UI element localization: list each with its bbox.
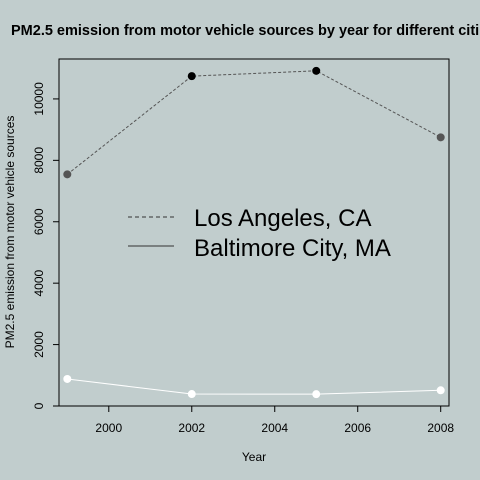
- data-point-baltimore-city-ma-2008: [436, 386, 445, 395]
- y-tick-label-6000: 6000: [32, 208, 46, 235]
- y-tick-label-8000: 8000: [32, 147, 46, 174]
- plot-frame: [58, 58, 450, 407]
- x-axis: 2000 2002 2004 2006 2008: [95, 406, 454, 435]
- data-point-los-angeles-ca-1999: [63, 170, 72, 179]
- y-tick-label-0: 0: [32, 402, 46, 409]
- x-tick-label-2002: 2002: [178, 421, 205, 435]
- chart-title: PM2.5 emission from motor vehicle source…: [11, 23, 479, 39]
- y-tick-label-2000: 2000: [32, 331, 46, 358]
- data-point-los-angeles-ca-2008: [436, 133, 445, 142]
- legend: Los Angeles, CA Baltimore City, MA: [128, 205, 391, 262]
- series-line-los-angeles-ca: [66, 70, 441, 175]
- y-tick-label-4000: 4000: [32, 269, 46, 296]
- series-layer: [63, 66, 445, 399]
- x-tick-label-2006: 2006: [344, 421, 371, 435]
- y-tick-label-10000: 10000: [32, 82, 46, 116]
- series-line-baltimore-city-ma: [67, 378, 441, 395]
- data-point-los-angeles-ca-2005: [312, 66, 321, 75]
- legend-label-baltimore: Baltimore City, MA: [194, 235, 391, 262]
- x-tick-label-2000: 2000: [95, 421, 122, 435]
- data-point-los-angeles-ca-2002: [187, 72, 196, 81]
- x-axis-label: Year: [242, 450, 266, 464]
- y-axis-label: PM2.5 emission from motor vehicle source…: [3, 116, 17, 349]
- data-point-baltimore-city-ma-2005: [312, 390, 321, 399]
- data-point-baltimore-city-ma-2002: [187, 390, 196, 399]
- legend-label-los-angeles: Los Angeles, CA: [194, 205, 371, 232]
- y-axis: 0 2000 4000 6000 8000 10000: [32, 82, 59, 409]
- x-tick-label-2004: 2004: [261, 421, 288, 435]
- x-tick-label-2008: 2008: [427, 421, 454, 435]
- data-point-baltimore-city-ma-1999: [63, 374, 72, 383]
